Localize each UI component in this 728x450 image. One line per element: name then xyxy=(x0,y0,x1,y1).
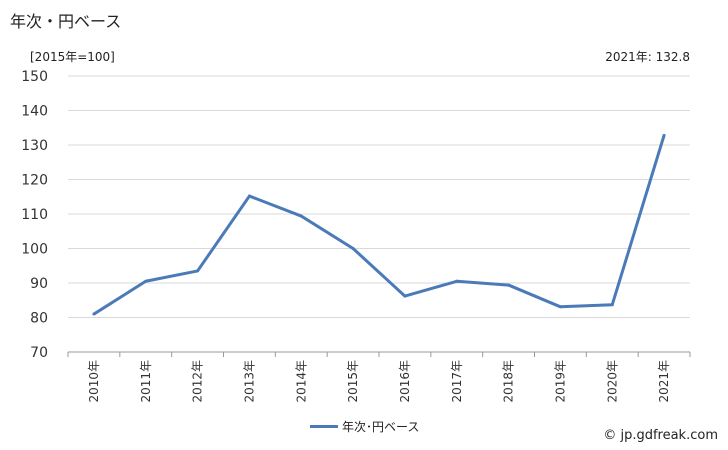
y-tick-label: 80 xyxy=(30,311,48,327)
chart-title: 年次・円ベース xyxy=(10,12,122,31)
x-tick-label: 2012年 xyxy=(191,360,205,403)
x-tick-label: 2015年 xyxy=(346,360,360,403)
data-point xyxy=(558,305,562,309)
y-tick-label: 150 xyxy=(21,69,48,85)
series-line xyxy=(93,134,666,316)
data-point xyxy=(403,294,407,298)
x-axis xyxy=(67,351,691,357)
x-tick-label: 2020年 xyxy=(605,360,619,403)
data-point xyxy=(610,303,614,307)
data-point xyxy=(196,269,200,273)
data-point xyxy=(507,283,511,287)
data-point xyxy=(455,279,459,283)
x-tick-label: 2017年 xyxy=(450,360,464,403)
data-point xyxy=(144,279,148,283)
data-point xyxy=(662,133,666,137)
y-tick-label: 110 xyxy=(21,207,48,223)
y-tick-label: 130 xyxy=(21,138,48,154)
data-point xyxy=(92,312,96,316)
x-tick-label: 2016年 xyxy=(398,360,412,403)
x-tick-label: 2019年 xyxy=(553,360,567,403)
grid-lines xyxy=(68,75,690,318)
legend-label: 年次･円ベース xyxy=(342,420,420,434)
legend-swatch xyxy=(310,425,338,428)
legend: 年次･円ベース xyxy=(310,418,419,435)
latest-value-label: 2021年: 132.8 xyxy=(605,50,690,64)
series-group xyxy=(92,133,666,316)
x-axis-ticks: 2010年 2011年 2012年 2013年 2014年 2015年 2016年 2017年… xyxy=(87,360,671,403)
y-tick-label: 100 xyxy=(21,242,48,258)
x-tick-label: 2011年 xyxy=(139,360,153,403)
data-point xyxy=(299,214,303,218)
x-tick-label: 2018年 xyxy=(502,360,516,403)
y-tick-label: 140 xyxy=(21,104,48,120)
data-point xyxy=(351,247,355,250)
x-tick-label: 2010年 xyxy=(87,360,101,403)
data-point xyxy=(247,194,251,198)
x-tick-label: 2013年 xyxy=(242,360,256,403)
y-tick-label: 70 xyxy=(30,345,48,361)
x-tick-label: 2021年 xyxy=(657,360,671,403)
y-tick-label: 120 xyxy=(21,173,48,189)
unit-label: [2015年=100] xyxy=(30,50,115,64)
y-tick-label: 90 xyxy=(30,276,48,292)
x-tick-label: 2014年 xyxy=(294,360,308,403)
source-credit: © jp.gdfreak.com xyxy=(603,428,718,443)
y-axis-ticks: 70 80 90 100 110 120 130 140 150 xyxy=(21,69,48,361)
